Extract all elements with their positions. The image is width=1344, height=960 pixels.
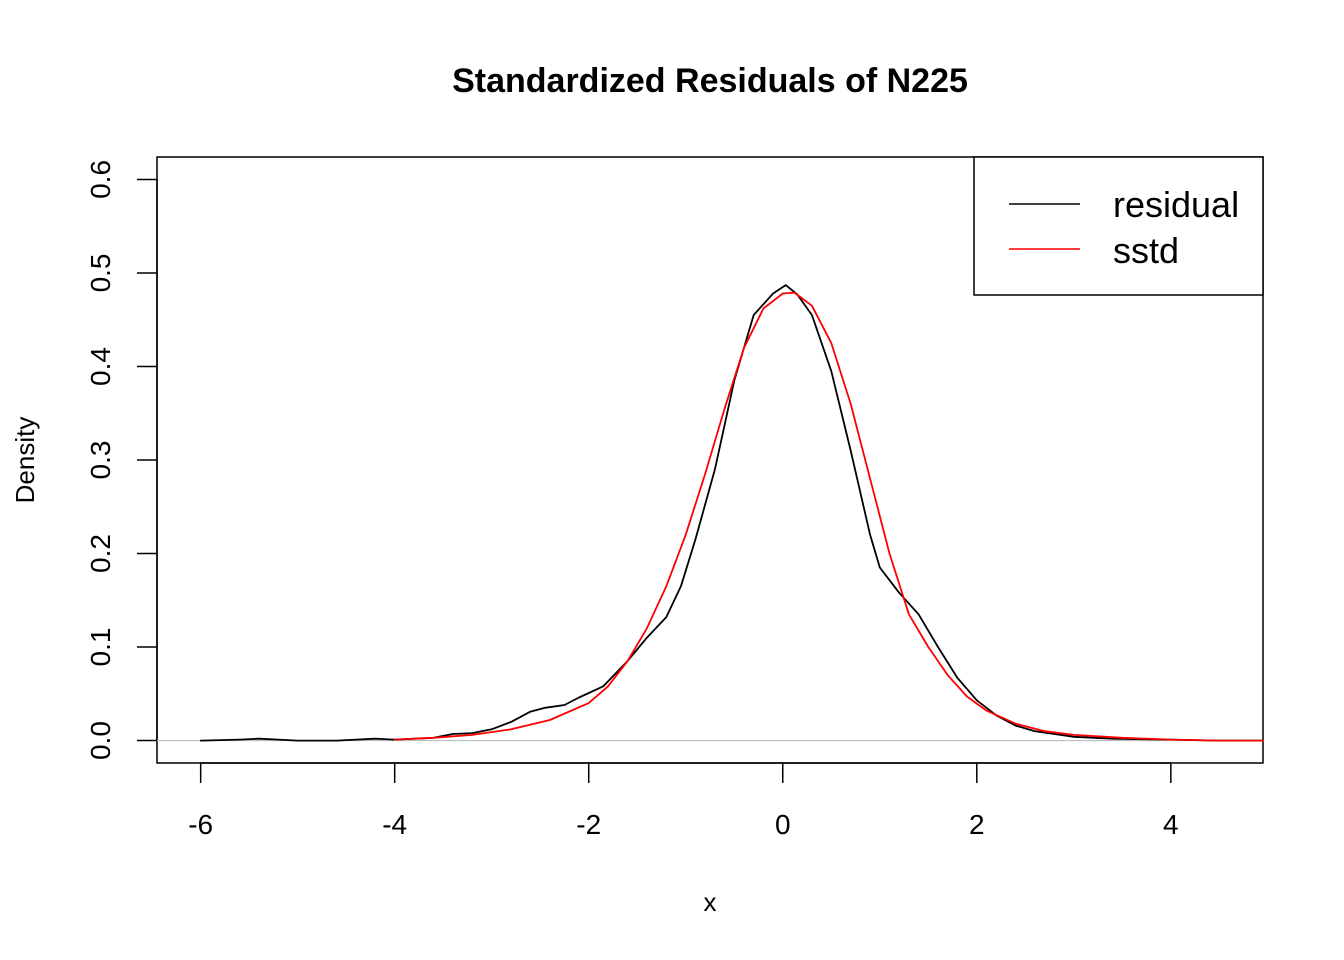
series-line-sstd xyxy=(393,291,1264,742)
y-tick-label: 0.3 xyxy=(85,441,116,480)
x-axis: -6 -4 -2 0 2 4 xyxy=(188,762,1179,840)
x-tick-label: -2 xyxy=(576,809,601,840)
x-tick-label: -6 xyxy=(188,809,213,840)
y-tick-label: 0.2 xyxy=(85,534,116,573)
legend-label-residual: residual xyxy=(1113,184,1239,225)
legend-label-sstd: sstd xyxy=(1113,230,1179,271)
x-tick-label: 2 xyxy=(969,809,985,840)
y-tick-label: 0.0 xyxy=(85,721,116,760)
y-axis-label: Density xyxy=(10,417,40,504)
y-tick-label: 0.4 xyxy=(85,347,116,386)
y-tick-label: 0.1 xyxy=(85,628,116,667)
series-line-residual xyxy=(199,284,1264,742)
legend: residual sstd xyxy=(973,156,1264,296)
x-axis-label: x xyxy=(704,887,717,917)
y-axis: 0.0 0.1 0.2 0.3 0.4 0.5 0.6 xyxy=(85,160,158,760)
y-tick-label: 0.5 xyxy=(85,253,116,292)
x-tick-label: 0 xyxy=(775,809,791,840)
series-layer xyxy=(199,284,1264,742)
x-tick-label: -4 xyxy=(382,809,407,840)
chart-title: Standardized Residuals of N225 xyxy=(452,62,968,100)
y-tick-label: 0.6 xyxy=(85,160,116,199)
x-tick-label: 4 xyxy=(1163,809,1179,840)
legend-box xyxy=(973,156,1264,296)
